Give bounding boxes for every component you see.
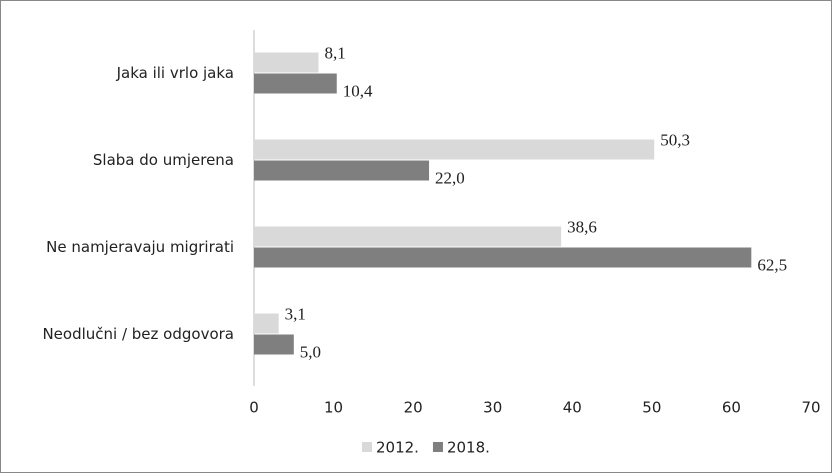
bar	[254, 334, 294, 355]
legend-label: 2012.	[376, 439, 419, 457]
x-tick-label: 70	[801, 399, 820, 417]
bar	[254, 160, 430, 181]
x-tick-label: 40	[563, 399, 582, 417]
bar	[254, 247, 752, 268]
legend-label: 2018.	[447, 439, 490, 457]
x-tick-label: 50	[642, 399, 661, 417]
bar	[254, 313, 279, 334]
y-tick-label: Neodlučni / bez odgovora	[42, 325, 234, 343]
x-tick-label: 0	[249, 399, 259, 417]
data-label: 10,4	[343, 81, 373, 100]
data-label: 62,5	[757, 255, 787, 274]
data-label: 3,1	[285, 304, 306, 323]
x-tick-label: 30	[483, 399, 502, 417]
x-tick-label: 10	[324, 399, 343, 417]
data-label: 8,1	[324, 43, 345, 62]
data-label: 5,0	[300, 342, 321, 361]
legend-swatch	[362, 442, 372, 452]
bar	[254, 139, 655, 160]
x-tick-label: 60	[722, 399, 741, 417]
y-tick-label: Slaba do umjerena	[93, 151, 234, 169]
legend-swatch	[432, 442, 443, 452]
data-label: 38,6	[567, 217, 597, 236]
data-label: 22,0	[435, 168, 465, 187]
y-tick-label: Ne namjeravaju migrirati	[46, 238, 234, 256]
bar	[254, 52, 319, 73]
bar	[254, 73, 337, 94]
x-tick-label: 20	[404, 399, 423, 417]
data-label: 50,3	[660, 130, 690, 149]
bar	[254, 226, 562, 247]
y-tick-label: Jaka ili vrlo jaka	[116, 64, 234, 82]
